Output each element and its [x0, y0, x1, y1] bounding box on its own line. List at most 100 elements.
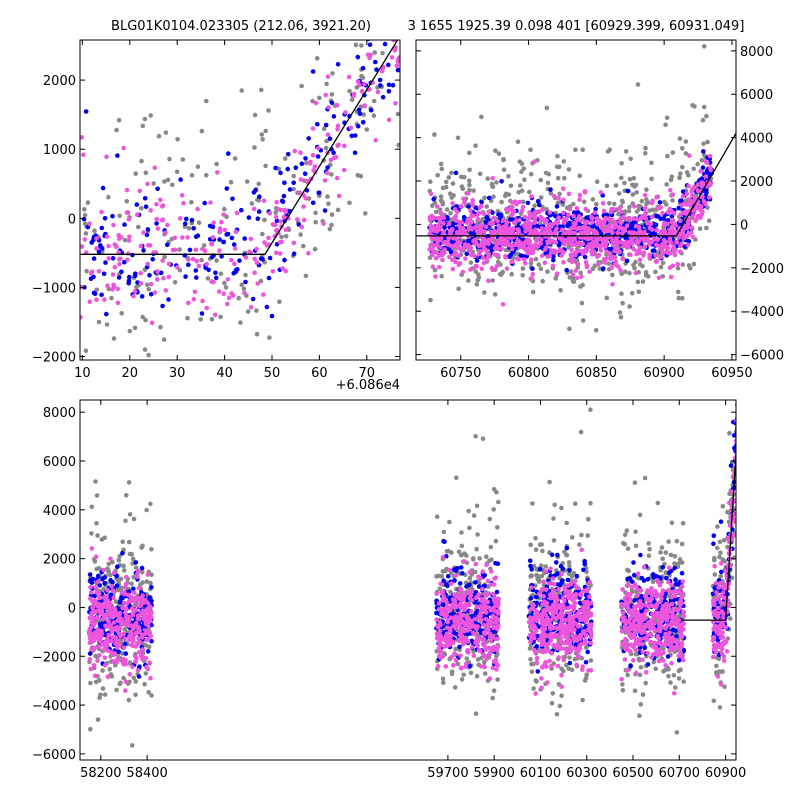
data-point-magenta: [503, 253, 508, 259]
data-point-gray: [83, 231, 89, 236]
data-point-gray: [573, 147, 578, 153]
data-point-gray: [690, 103, 695, 108]
data-point-magenta: [599, 225, 604, 231]
data-point-magenta: [490, 176, 496, 181]
data-point-magenta: [685, 242, 691, 248]
data-point-magenta: [678, 218, 683, 223]
data-point-gray: [312, 246, 318, 252]
data-point-gray: [520, 273, 525, 278]
data-point-gray: [349, 97, 355, 102]
data-point-magenta: [335, 127, 340, 132]
data-point-gray: [199, 128, 205, 134]
data-point-blue: [704, 168, 710, 174]
data-point-gray: [170, 182, 175, 188]
ticks-top-right: 60750 60800 60850 60900 60950−6000−4000−2000…: [416, 40, 784, 381]
data-point-gray: [467, 525, 472, 531]
data-point-blue: [99, 292, 104, 298]
data-point-blue: [474, 258, 480, 263]
data-point-magenta: [569, 259, 575, 265]
data-point-gray: [161, 337, 167, 342]
data-point-magenta: [587, 241, 592, 247]
data-point-gray: [543, 564, 549, 569]
data-point-magenta: [323, 92, 329, 98]
data-point-gray: [94, 566, 99, 572]
data-point-magenta: [689, 225, 694, 231]
data-point-gray: [622, 269, 628, 275]
data-point-magenta: [248, 236, 254, 242]
data-point-blue: [457, 581, 463, 586]
data-point-magenta: [527, 238, 532, 244]
data-point-blue: [373, 59, 378, 65]
data-point-gray: [693, 192, 699, 198]
data-point-gray: [706, 218, 712, 224]
data-point-gray: [495, 525, 500, 530]
data-point-blue: [625, 188, 630, 194]
data-point-magenta: [112, 242, 118, 247]
data-point-magenta: [612, 223, 617, 229]
data-point-gray: [266, 108, 271, 113]
data-point-gray: [612, 201, 617, 207]
data-point-magenta: [561, 220, 567, 225]
data-point-blue: [260, 257, 265, 262]
data-point-magenta: [170, 247, 176, 253]
data-point-magenta: [475, 216, 481, 222]
data-point-magenta: [355, 79, 361, 84]
data-point-blue: [680, 189, 686, 194]
data-point-magenta: [221, 212, 226, 217]
data-point-gray: [480, 436, 486, 442]
data-point-gray: [185, 315, 190, 321]
data-point-gray: [635, 82, 641, 87]
data-point-magenta: [155, 269, 160, 274]
data-point-gray: [502, 193, 508, 199]
data-point-gray: [313, 219, 319, 225]
data-point-magenta: [574, 205, 580, 211]
data-point-gray: [144, 282, 150, 288]
data-point-gray: [131, 575, 136, 580]
data-point-gray: [578, 429, 584, 435]
data-point-gray: [259, 132, 265, 137]
data-point-blue: [269, 313, 275, 319]
data-point-magenta: [334, 102, 340, 108]
data-point-gray: [466, 178, 472, 183]
data-point-blue: [229, 235, 235, 241]
data-point-magenta: [693, 205, 699, 211]
data-point-gray: [122, 237, 128, 243]
data-point-blue: [711, 541, 716, 546]
data-point-blue: [583, 660, 589, 665]
data-point-magenta: [490, 220, 496, 226]
data-point-magenta: [570, 237, 576, 243]
data-point-gray: [718, 550, 723, 556]
data-point-magenta: [647, 241, 652, 247]
data-point-gray: [363, 211, 368, 216]
data-point-gray: [471, 649, 476, 654]
data-point-magenta: [504, 266, 510, 271]
data-point-gray: [533, 547, 539, 552]
data-point-blue: [158, 270, 164, 276]
data-point-gray: [459, 543, 465, 549]
data-point-gray: [313, 210, 318, 216]
data-point-blue: [446, 574, 451, 579]
data-point-gray: [468, 670, 474, 676]
data-point-magenta: [149, 320, 155, 326]
data-point-gray: [646, 553, 652, 558]
data-point-magenta: [707, 165, 713, 170]
y-tick-label: 2000: [43, 74, 76, 89]
data-point-magenta: [427, 217, 433, 223]
x-tick-label: 60: [311, 366, 328, 381]
data-point-magenta: [561, 210, 566, 216]
data-point-gray: [564, 552, 570, 558]
data-point-blue: [237, 258, 242, 263]
data-point-magenta: [433, 255, 439, 261]
data-point-magenta: [234, 210, 240, 216]
data-point-magenta: [642, 244, 648, 249]
data-point-blue: [166, 297, 171, 302]
data-point-gray: [520, 266, 526, 271]
data-point-magenta: [480, 243, 485, 248]
data-point-gray: [619, 161, 624, 166]
data-point-magenta: [619, 231, 625, 236]
y-tick-label: −6000: [740, 349, 784, 364]
data-point-gray: [539, 542, 544, 547]
panel-top-right: 3 1655 1925.39 0.098 401 [60929.399, 609…: [408, 19, 784, 381]
data-point-magenta: [532, 210, 538, 215]
data-point-gray: [531, 686, 536, 691]
